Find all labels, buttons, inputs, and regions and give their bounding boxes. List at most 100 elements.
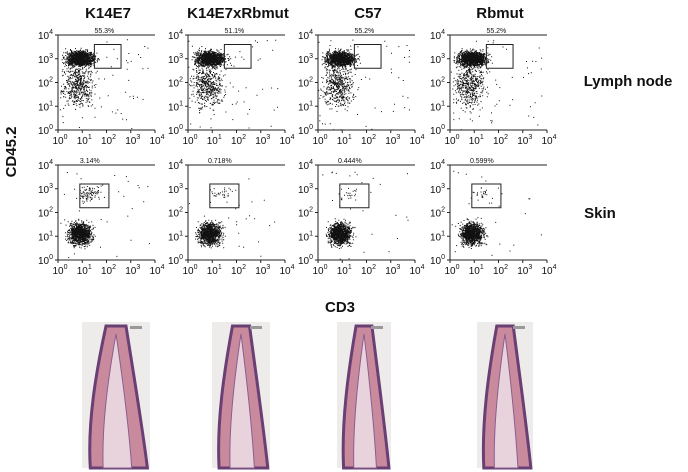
- tick-base: 10: [279, 266, 291, 277]
- tick-exponent: 1: [348, 264, 352, 271]
- gate: [353, 44, 382, 69]
- tick-base: 10: [298, 232, 310, 243]
- tick-exponent: 3: [528, 134, 532, 141]
- tick-base: 10: [493, 136, 505, 147]
- tick-exponent: 4: [441, 159, 445, 166]
- tick-base: 10: [168, 55, 180, 66]
- tick-label: 102: [168, 207, 183, 220]
- tick-label: 101: [207, 264, 222, 277]
- tick-base: 10: [149, 266, 161, 277]
- tick-exponent: 4: [161, 134, 165, 141]
- tick-exponent: 2: [49, 77, 53, 84]
- tick-base: 10: [298, 185, 310, 196]
- tick-label: 104: [430, 29, 445, 42]
- tick-exponent: 3: [266, 134, 270, 141]
- tick-exponent: 1: [49, 100, 53, 107]
- tick-base: 10: [430, 55, 442, 66]
- tick-exponent: 3: [441, 53, 445, 60]
- tick-exponent: 1: [441, 230, 445, 237]
- tick-label: 102: [361, 134, 376, 147]
- tick-base: 10: [298, 256, 310, 267]
- row-label: Skin: [584, 205, 616, 222]
- tick-exponent: 3: [309, 183, 313, 190]
- gate: [223, 44, 252, 69]
- tick-label: 100: [430, 254, 445, 267]
- scale-bar: [130, 326, 142, 329]
- x-axis-label: CD3: [325, 299, 355, 316]
- tick-base: 10: [493, 266, 505, 277]
- tick-label: 103: [168, 53, 183, 66]
- gate-percent: 0.599%: [470, 158, 494, 165]
- tick-exponent: 4: [49, 159, 53, 166]
- gate-percent: 55.2%: [354, 28, 374, 35]
- y-axis-label: CD45.2: [3, 127, 20, 178]
- tick-label: 101: [207, 134, 222, 147]
- tick-base: 10: [361, 136, 373, 147]
- tick-base: 10: [312, 136, 324, 147]
- tick-exponent: 4: [309, 159, 313, 166]
- tick-base: 10: [298, 31, 310, 42]
- tick-label: 104: [541, 134, 556, 147]
- tick-label: 102: [38, 207, 53, 220]
- tick-label: 103: [517, 134, 532, 147]
- dot-cloud: [59, 39, 149, 129]
- tick-label: 102: [38, 77, 53, 90]
- gate-percent: 55.3%: [94, 28, 114, 35]
- column-label: Rbmut: [476, 5, 524, 22]
- tick-label: 101: [168, 100, 183, 113]
- tick-exponent: 4: [309, 29, 313, 36]
- tick-label: 104: [38, 159, 53, 172]
- tick-exponent: 0: [49, 254, 53, 261]
- tick-label: 102: [430, 207, 445, 220]
- tick-exponent: 3: [49, 53, 53, 60]
- gate-percent: 3.14%: [80, 158, 100, 165]
- tick-label: 100: [298, 124, 313, 137]
- tick-base: 10: [168, 79, 180, 90]
- tick-base: 10: [38, 232, 50, 243]
- tick-label: 103: [255, 134, 270, 147]
- tick-exponent: 1: [348, 134, 352, 141]
- tick-label: 104: [279, 134, 294, 147]
- tick-base: 10: [409, 136, 421, 147]
- tick-base: 10: [101, 266, 113, 277]
- tick-exponent: 2: [372, 134, 376, 141]
- dot-cloud: [451, 170, 542, 256]
- tick-base: 10: [385, 266, 397, 277]
- tick-base: 10: [337, 136, 349, 147]
- tick-exponent: 3: [136, 134, 140, 141]
- row-label: Lymph node: [584, 73, 673, 90]
- tick-base: 10: [52, 136, 64, 147]
- tick-base: 10: [517, 136, 529, 147]
- tick-label: 103: [255, 264, 270, 277]
- tick-exponent: 4: [49, 29, 53, 36]
- tick-label: 102: [298, 77, 313, 90]
- tick-label: 101: [298, 100, 313, 113]
- plot-frame: [449, 164, 547, 261]
- tick-exponent: 2: [179, 207, 183, 214]
- tick-base: 10: [298, 55, 310, 66]
- tick-label: 104: [168, 29, 183, 42]
- tick-label: 103: [430, 183, 445, 196]
- tick-exponent: 0: [179, 124, 183, 131]
- tick-exponent: 0: [324, 264, 328, 271]
- tick-base: 10: [168, 256, 180, 267]
- tick-exponent: 1: [218, 264, 222, 271]
- dot-cloud: [188, 178, 276, 257]
- tick-base: 10: [168, 209, 180, 220]
- gate: [79, 183, 110, 209]
- tick-base: 10: [77, 266, 89, 277]
- tick-label: 101: [77, 264, 92, 277]
- tick-exponent: 3: [179, 53, 183, 60]
- tick-label: 100: [168, 124, 183, 137]
- gate-percent: 0.444%: [338, 158, 362, 165]
- tick-base: 10: [409, 266, 421, 277]
- tick-base: 10: [312, 266, 324, 277]
- tick-base: 10: [430, 31, 442, 42]
- tick-label: 101: [469, 134, 484, 147]
- tick-label: 103: [125, 134, 140, 147]
- tick-base: 10: [298, 126, 310, 137]
- tick-label: 100: [38, 124, 53, 137]
- tick-exponent: 2: [372, 264, 376, 271]
- tick-label: 104: [541, 264, 556, 277]
